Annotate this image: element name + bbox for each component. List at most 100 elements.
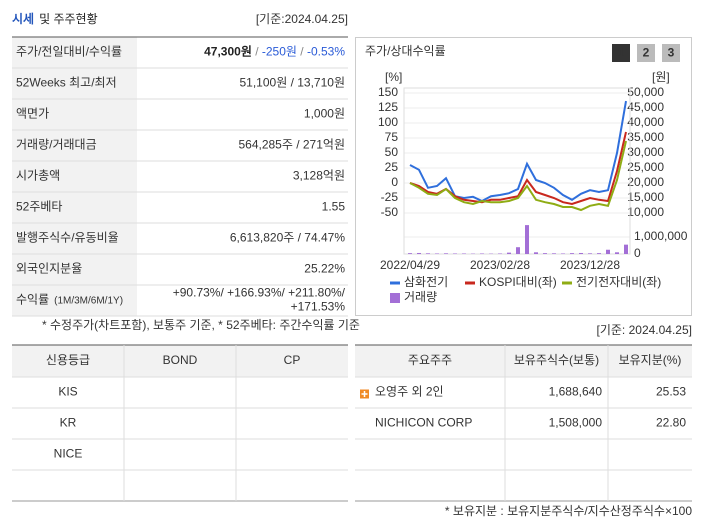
value-part: /: [252, 45, 262, 59]
table-cell: 25.53: [656, 385, 686, 399]
table-header: [12, 345, 348, 377]
y2-tick-label: 30,000: [627, 145, 664, 159]
row-value: 25.22%: [304, 262, 345, 276]
row-value: 564,285주 / 271억원: [238, 138, 345, 152]
label-cell: [12, 68, 137, 99]
volume-bar: [615, 252, 619, 254]
series-line: [409, 100, 627, 203]
y2-tick-label: 35,000: [627, 130, 664, 144]
expand-icon-plus[interactable]: [361, 391, 368, 397]
volume-bar: [543, 253, 547, 254]
row-value: +90.73%/ +166.93%/ +211.80%/: [173, 286, 346, 300]
table-cell: 오영주 외 2인: [375, 385, 444, 399]
volume-bar: [534, 252, 538, 254]
row-value: 47,300원 / -250원 / -0.53%: [204, 45, 345, 59]
label-part: 외국인지분율: [16, 262, 82, 276]
y2-tick-label: 15,000: [627, 190, 664, 204]
value-part: 51,100원 / 13,710원: [240, 76, 346, 90]
value-part: 3,128억원: [293, 169, 345, 183]
row-label: 52주베타: [16, 200, 62, 214]
volume-bar: [444, 253, 448, 254]
volume-bar: [570, 253, 574, 254]
column-header: BOND: [163, 353, 198, 367]
section-title: 시세 및 주주현황: [12, 11, 98, 26]
x-tick-label: 2023/02/28: [470, 258, 530, 272]
table-cell: KIS: [58, 385, 77, 399]
row-value: +171.53%: [291, 300, 346, 314]
chart-tab[interactable]: [662, 44, 680, 62]
y-tick-label: 25: [385, 160, 399, 174]
row-value: 1.55: [322, 200, 346, 214]
volume-bar: [507, 252, 511, 254]
table-cell: 22.80: [656, 416, 686, 430]
summary-note: * 수정주가(차트포함), 보통주 기준, * 52주베타: 주간수익률 기준: [42, 318, 360, 332]
value-part: 1,000원: [304, 107, 345, 121]
label-part: (1M/3M/6M/1Y): [54, 295, 123, 306]
row-label: 주가/전일대비/수익률: [16, 45, 122, 59]
y-tick-label: -25: [381, 190, 399, 204]
value-part: /: [297, 45, 307, 59]
volume-bar: [480, 253, 484, 254]
volume-bar: [525, 225, 529, 254]
y-tick-label: 50: [385, 145, 399, 159]
label-part: 시가총액: [16, 169, 60, 183]
row-value: 3,128억원: [293, 169, 345, 183]
table-cell: 1,508,000: [549, 416, 603, 430]
column-header: 주요주주: [408, 353, 452, 367]
label-cell: [12, 130, 137, 161]
y-tick-label: -50: [381, 205, 399, 219]
y3-tick-label: 0: [634, 246, 641, 260]
chart-tab-label[interactable]: 2: [643, 46, 650, 60]
table-cell: 1,688,640: [549, 385, 603, 399]
y-tick-label: 75: [385, 130, 399, 144]
table-cell: KR: [60, 416, 77, 430]
volume-bar: [453, 253, 457, 254]
label-cell: [12, 192, 137, 223]
row-label: 외국인지분율: [16, 262, 82, 276]
volume-bar: [588, 253, 592, 254]
basis-date: [기준: 2024.04.25]: [597, 323, 692, 337]
legend-label: 전기전자대비(좌): [576, 275, 661, 289]
volume-bar: [408, 253, 412, 254]
column-header: CP: [284, 353, 301, 367]
row-label: 발행주식수/유동비율: [16, 230, 119, 245]
chart-tab-label[interactable]: 3: [668, 46, 675, 60]
row-label: 거래량/거래대금: [16, 138, 97, 152]
label-cell: [12, 99, 137, 130]
row-value: 6,613,820주 / 74.47%: [230, 231, 345, 245]
legend-label: 삼화전기: [404, 275, 448, 289]
y2-tick-label: 25,000: [627, 160, 664, 174]
volume-bar: [597, 253, 601, 254]
x-tick-label: 2023/12/28: [560, 258, 620, 272]
volume-bar: [426, 253, 430, 254]
basis-date: [기준:2024.04.25]: [256, 12, 348, 26]
title-highlight: 시세: [12, 11, 34, 26]
label-cell: [12, 254, 137, 285]
label-part: 52주베타: [16, 200, 62, 214]
label-cell: [12, 37, 137, 68]
y-tick-label: 100: [378, 115, 398, 129]
label-cell: [12, 223, 137, 254]
chart-tab[interactable]: [637, 44, 655, 62]
x-tick-label: 2022/04/29: [380, 258, 440, 272]
label-part: 발행주식수/유동비율: [16, 230, 119, 245]
y3-tick-label: 1,000,000: [634, 229, 688, 243]
chart-tab-label[interactable]: 1: [618, 46, 625, 60]
y-axis-unit: [%]: [385, 70, 402, 84]
volume-bar: [516, 247, 520, 254]
row-label: 시가총액: [16, 169, 60, 183]
y2-tick-label: 20,000: [627, 175, 664, 189]
holders-note: * 보유지분 : 보유지분주식수/지수산정주식수×100: [445, 504, 692, 518]
value-part: -0.53%: [307, 45, 345, 59]
table-header: [355, 345, 692, 377]
volume-bar: [552, 253, 556, 254]
chart-tab[interactable]: [612, 44, 630, 62]
value-part: 6,613,820주 / 74.47%: [230, 231, 345, 245]
label-part: 액면가: [16, 107, 49, 121]
y-tick-label: 125: [378, 100, 398, 114]
y2-tick-label: 10,000: [627, 205, 664, 219]
y-tick-label: 150: [378, 85, 398, 99]
y2-axis-unit: [원]: [652, 70, 670, 84]
